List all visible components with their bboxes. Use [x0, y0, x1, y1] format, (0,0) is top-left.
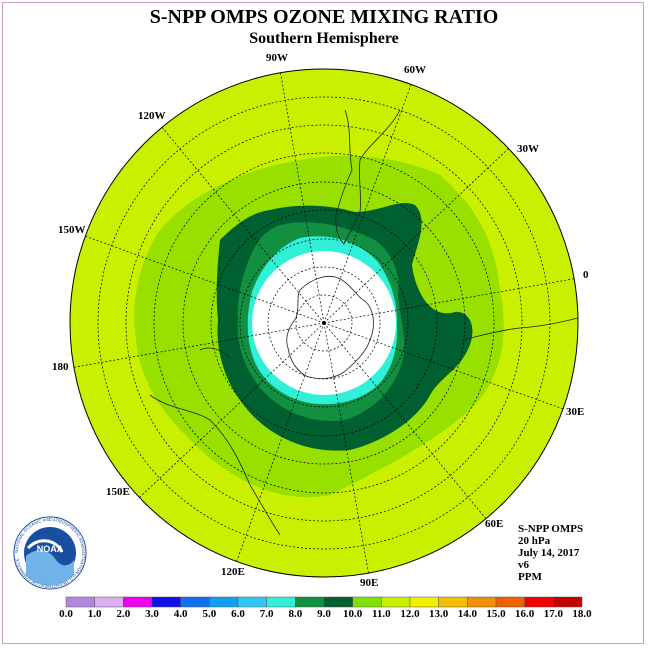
colorbar-tick-label: 13.0 — [429, 608, 449, 620]
lon-label-60e: 60E — [485, 518, 504, 530]
latitude-circles — [97, 96, 551, 550]
colorbar-swatch — [352, 596, 382, 608]
colorbar-swatch — [237, 596, 267, 608]
colorbar-swatch — [323, 596, 353, 608]
colorbar-tick-label: 16.0 — [515, 608, 535, 620]
map-info-block: S-NPP OMPS 20 hPa July 14, 2017 v6 PPM — [518, 523, 583, 583]
noaa-logo-text: NOAA — [37, 544, 64, 554]
colorbar-swatch — [65, 596, 95, 608]
info-units: PPM — [518, 571, 542, 583]
colorbar-tick-label: 9.0 — [317, 608, 331, 620]
lon-label-150w: 150W — [58, 224, 86, 236]
map-title: S-NPP OMPS OZONE MIXING RATIO — [149, 6, 499, 28]
colorbar-swatch — [209, 596, 239, 608]
colorbar-swatch — [94, 596, 124, 608]
colorbar-tick-label: 5.0 — [202, 608, 217, 620]
colorbar-tick-label: 1.0 — [87, 608, 102, 620]
lon-label-30e: 30E — [566, 406, 585, 418]
colorbar-swatch — [553, 596, 583, 608]
colorbar-tick-label: 7.0 — [259, 608, 274, 620]
colorbar-tick-label: 2.0 — [116, 608, 131, 620]
map-boundary — [69, 68, 579, 578]
info-date: July 14, 2017 — [518, 547, 580, 559]
colorbar-tick-label: 18.0 — [572, 608, 592, 620]
lon-label-0: 0 — [583, 269, 589, 281]
colorbar-swatch — [438, 596, 468, 608]
lon-label-30w: 30W — [517, 143, 539, 155]
colorbar-tick-label: 17.0 — [543, 608, 563, 620]
coastline-antarctica — [286, 276, 374, 380]
map-subtitle: Southern Hemisphere — [249, 30, 399, 47]
colorbar-tick-label: 15.0 — [486, 608, 506, 620]
lon-label-120w: 120W — [138, 110, 166, 122]
coastline-africa — [461, 317, 578, 341]
colorbar-tick-label: 3.0 — [145, 608, 159, 620]
coastline-south-america — [335, 109, 401, 245]
lon-label-180: 180 — [52, 361, 69, 373]
colorbar-tick-label: 14.0 — [457, 608, 477, 620]
colorbar-ticks: 0.0 1.0 2.0 3.0 4.0 5.0 6.0 7.0 8.0 9.0 10.0 11.0 12… — [0, 608, 648, 622]
lon-label-90e: 90E — [360, 577, 379, 589]
colorbar-swatch — [381, 596, 411, 608]
colorbar-swatch — [467, 596, 497, 608]
colorbar-swatch — [180, 596, 210, 608]
meridians — [70, 69, 578, 577]
colorbar-swatch — [295, 596, 325, 608]
lon-label-150e: 150E — [106, 486, 130, 498]
info-instrument: S-NPP OMPS — [518, 523, 584, 535]
coastline-australia — [149, 394, 281, 536]
colorbar-tick-label: 10.0 — [343, 608, 363, 620]
colorbar-swatch — [266, 596, 296, 608]
lon-label-90w: 90W — [266, 52, 288, 64]
colorbar-tick-label: 6.0 — [231, 608, 245, 620]
colorbar-tick-label: 8.0 — [288, 608, 303, 620]
colorbar-swatch — [495, 596, 525, 608]
lon-label-60w: 60W — [404, 64, 426, 76]
colorbar-tick-label: 0.0 — [59, 608, 73, 620]
colorbar-swatch — [409, 596, 439, 608]
colorbar-tick-label: 12.0 — [400, 608, 420, 620]
south-pole-marker — [322, 321, 326, 325]
colorbar-tick-label: 4.0 — [173, 608, 188, 620]
colorbar-swatch — [524, 596, 554, 608]
lon-label-120e: 120E — [221, 566, 245, 578]
colorbar-tick-label: 11.0 — [372, 608, 391, 620]
info-level: 20 hPa — [518, 535, 551, 547]
colorbar-swatch — [123, 596, 153, 608]
colorbar-swatch — [151, 596, 181, 608]
info-version: v6 — [518, 559, 529, 571]
coastline-new-zealand — [199, 347, 231, 359]
